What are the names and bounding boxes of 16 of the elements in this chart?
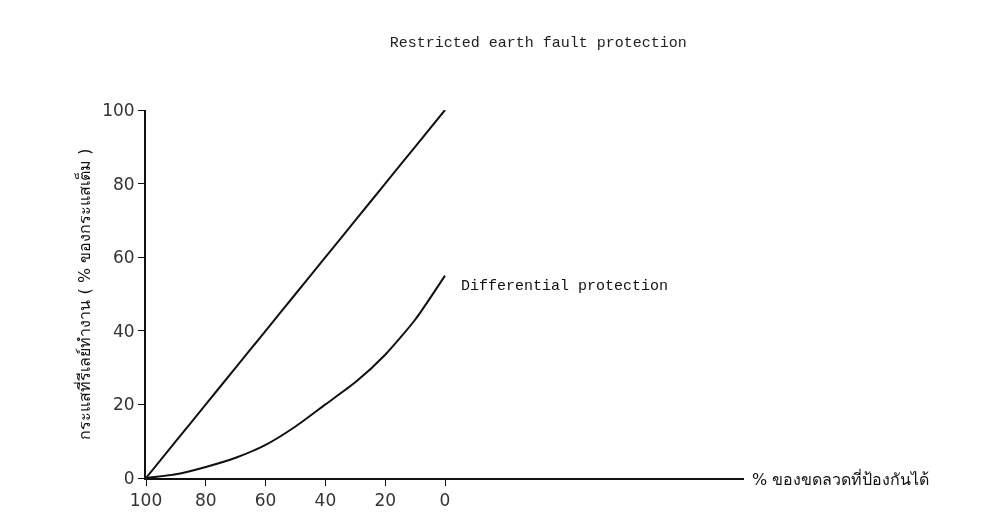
y-tick-label: 20 [112, 394, 135, 415]
y-axis-title: กระแสที่รีเลย์ทำงาน ( % ของกระแสเต็ม ) [72, 148, 94, 440]
x-axis-title: % ของขดลวดที่ป้องกันได้ [752, 468, 930, 489]
x-tick-label: 20 [374, 490, 397, 511]
x-tick-label: 40 [314, 490, 337, 511]
x-tick-label: 60 [254, 490, 277, 511]
y-tick-label: 0 [123, 467, 135, 488]
chart-title: Restricted earth fault protection [389, 35, 687, 53]
y-tick-label: 80 [112, 173, 135, 194]
x-tick-label: 0 [439, 490, 451, 511]
y-tick-label: 40 [112, 320, 135, 341]
x-tick-label: 80 [194, 490, 217, 511]
y-tick-label: 100 [102, 99, 135, 120]
x-tick-label: 100 [129, 490, 163, 511]
y-tick-label: 60 [112, 247, 135, 268]
series-label: Differential protection [461, 278, 669, 295]
